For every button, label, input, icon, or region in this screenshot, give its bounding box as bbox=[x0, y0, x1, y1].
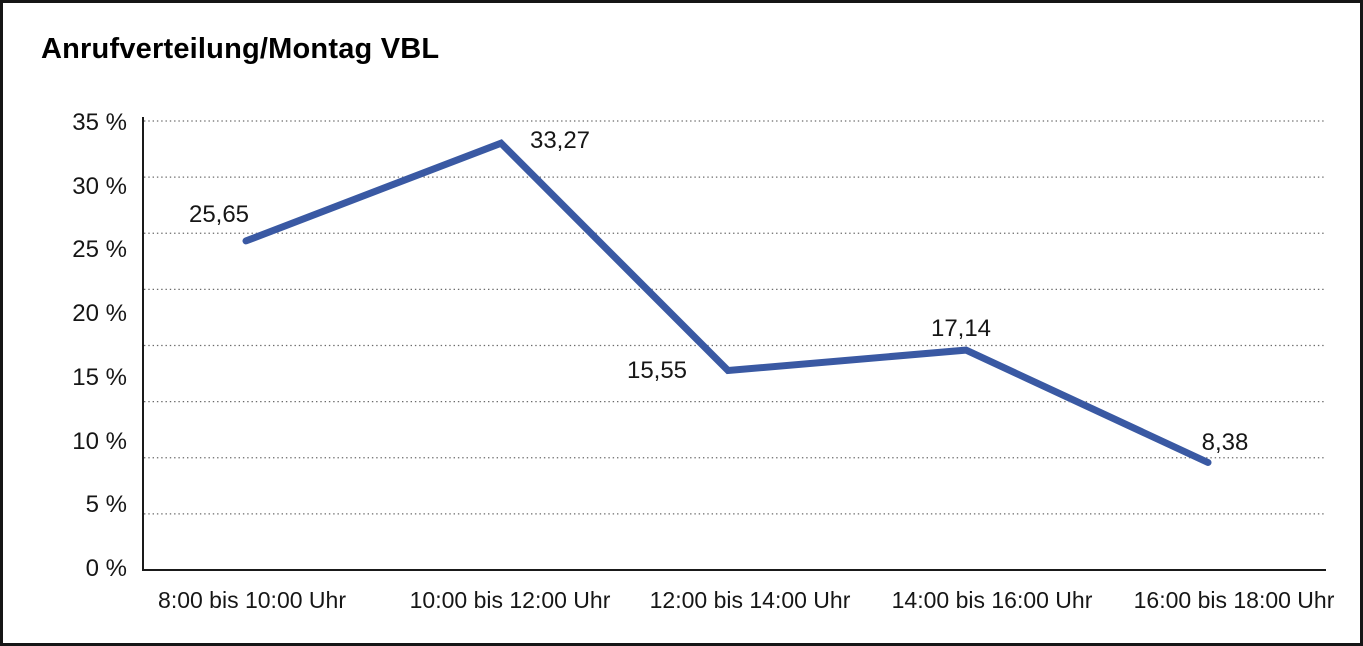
data-point-label: 33,27 bbox=[529, 127, 591, 154]
y-axis-tick-label: 15 % bbox=[72, 363, 127, 391]
y-axis-tick-label: 20 % bbox=[72, 300, 127, 328]
chart-title: Anrufverteilung/Montag VBL bbox=[41, 33, 440, 65]
data-point-label: 8,38 bbox=[1201, 429, 1249, 456]
x-axis-category-label: 12:00 bis 14:00 Uhr bbox=[649, 587, 851, 613]
data-point-label: 17,14 bbox=[930, 315, 992, 342]
x-axis-category-label: 14:00 bis 16:00 Uhr bbox=[891, 587, 1093, 613]
x-axis-category-label: 8:00 bis 10:00 Uhr bbox=[158, 587, 346, 613]
y-axis-tick-label: 30 % bbox=[72, 172, 127, 200]
data-line bbox=[242, 139, 1212, 466]
line-chart-canvas bbox=[142, 117, 1326, 571]
y-axis-tick-label: 0 % bbox=[85, 555, 127, 582]
y-axis-tick-label: 10 % bbox=[72, 427, 127, 455]
data-point-label: 15,55 bbox=[626, 357, 688, 384]
x-axis-category-label: 16:00 bis 18:00 Uhr bbox=[1133, 587, 1335, 613]
y-axis-tick-label: 5 % bbox=[85, 491, 127, 519]
y-axis-tick-label: 35 % bbox=[72, 109, 127, 136]
data-point-label: 25,65 bbox=[188, 201, 250, 228]
y-axis-tick-label: 25 % bbox=[72, 236, 127, 264]
x-axis-category-label: 10:00 bis 12:00 Uhr bbox=[409, 587, 611, 613]
